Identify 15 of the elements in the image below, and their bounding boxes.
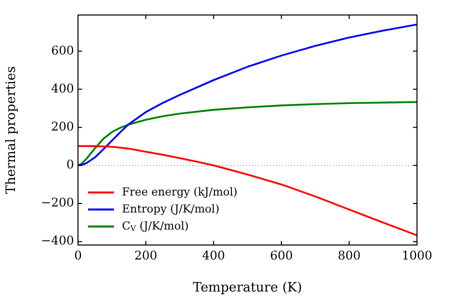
x-tick-label: 600 [270,248,293,262]
legend-label: Free energy (kJ/mol) [122,185,238,198]
legend-label: Entropy (J/K/mol) [122,202,220,216]
x-axis-title: Temperature (K) [192,280,302,296]
y-tick-label: −400 [41,234,74,248]
y-tick-label: 400 [51,81,74,96]
x-tick-label: 1000 [402,248,432,262]
y-tick-label: 0 [66,158,74,172]
y-tick-label: 600 [51,43,74,58]
x-tick-label: 400 [202,248,226,262]
y-tick-label: −200 [41,196,74,210]
y-tick-label: 200 [51,119,74,134]
x-tick-label: 200 [134,248,158,262]
y-axis-title: Thermal properties [4,66,20,194]
x-tick-label: 800 [338,248,361,262]
